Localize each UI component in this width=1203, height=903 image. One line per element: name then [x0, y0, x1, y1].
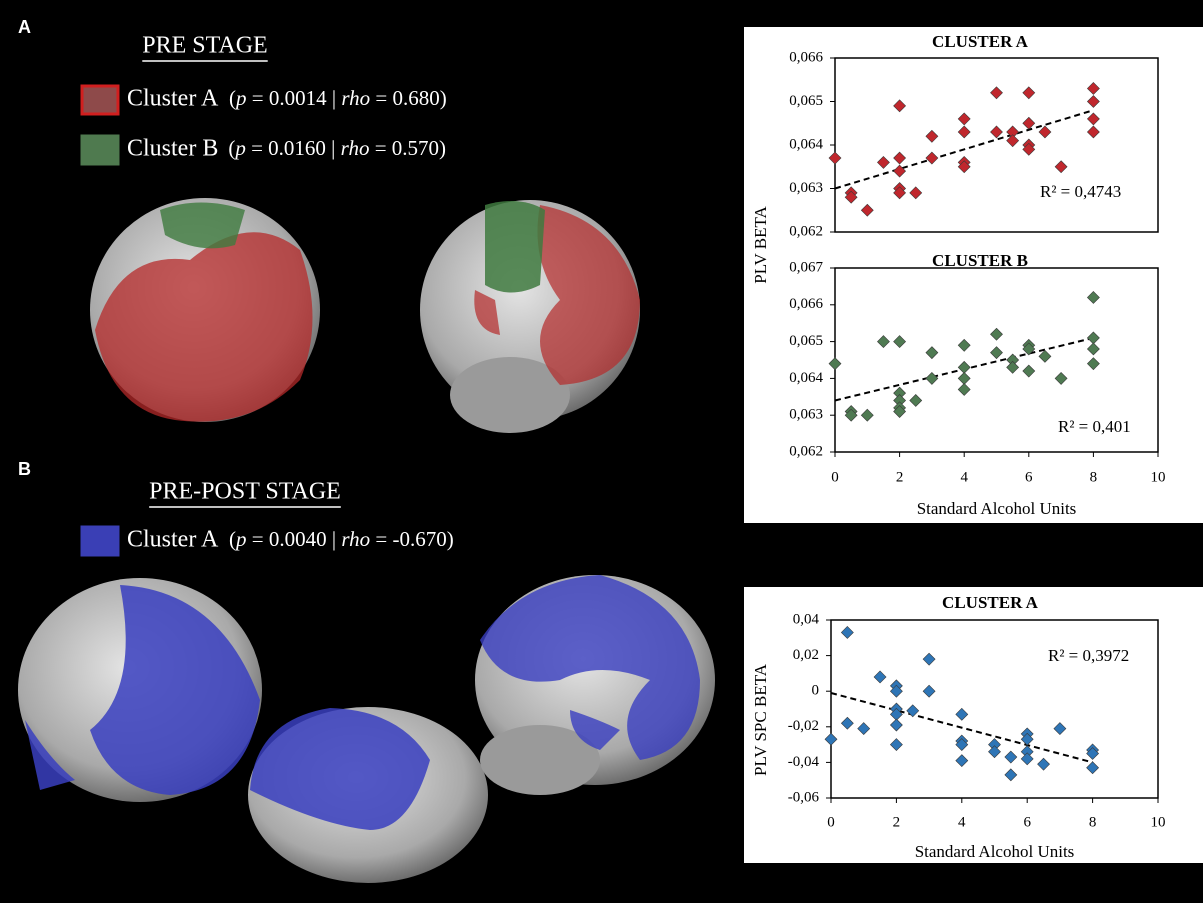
- y-tick-label: -0,06: [788, 789, 820, 805]
- y-tick-label: 0,064: [789, 136, 823, 152]
- chart-title: CLUSTER A: [942, 593, 1039, 612]
- legend-stat-part: rho: [341, 136, 370, 160]
- y-axis-label: PLV SPC BETA: [751, 663, 770, 776]
- legend-stat-part: = 0.0160 |: [246, 136, 341, 160]
- y-tick-label: 0: [812, 683, 820, 699]
- panel-label: A: [18, 17, 31, 37]
- legend-stat-part: (: [228, 136, 235, 160]
- legend-stats: (p = 0.0160 | rho = 0.570): [228, 136, 446, 160]
- brain-image: [248, 707, 488, 883]
- legend-stat-part: rho: [341, 86, 370, 110]
- legend-stat-part: p: [233, 136, 246, 160]
- y-tick-label: 0,066: [789, 49, 823, 65]
- panel-title: PRE-POST STAGE: [149, 479, 341, 505]
- x-tick-label: 6: [1025, 469, 1033, 485]
- x-tick-label: 2: [896, 469, 904, 485]
- x-tick-label: 8: [1090, 469, 1098, 485]
- legend-stat-part: = 0.680): [370, 86, 447, 110]
- y-tick-label: -0,02: [788, 718, 819, 734]
- legend-swatch: [82, 86, 118, 114]
- annotation: R² = 0,3972: [1048, 646, 1129, 665]
- legend-name: Cluster B: [127, 136, 218, 162]
- figure: APRE STAGECluster A(p = 0.0014 | rho = 0…: [0, 0, 1203, 903]
- y-tick-label: 0,062: [789, 443, 823, 459]
- annotation: R² = 0,4743: [1040, 182, 1121, 201]
- y-tick-label: 0,063: [789, 180, 823, 196]
- legend-stat-part: p: [234, 86, 247, 110]
- x-tick-label: 4: [960, 469, 968, 485]
- x-tick-label: 10: [1151, 469, 1166, 485]
- legend-name: Cluster A: [127, 527, 219, 553]
- legend-stat-part: = 0.570): [369, 136, 446, 160]
- y-tick-label: 0,067: [789, 259, 823, 275]
- x-tick-label: 0: [831, 469, 839, 485]
- page: APRE STAGECluster A(p = 0.0014 | rho = 0…: [0, 0, 1203, 903]
- x-tick-label: 6: [1023, 814, 1031, 830]
- y-tick-label: 0,064: [789, 370, 823, 386]
- y-tick-label: 0,04: [793, 611, 820, 627]
- legend-stat-part: p: [234, 527, 247, 551]
- legend-stat-part: (: [229, 86, 236, 110]
- annotation: R² = 0,401: [1058, 417, 1131, 436]
- brain-image: [18, 578, 262, 802]
- legend-swatch: [82, 136, 118, 164]
- x-tick-label: 0: [827, 814, 835, 830]
- y-tick-label: 0,065: [789, 93, 823, 109]
- legend-stat-part: = 0.0040 |: [247, 527, 342, 551]
- legend-stat-part: (: [229, 527, 236, 551]
- panel-title: PRE STAGE: [142, 33, 267, 59]
- legend-stat-part: = -0.670): [370, 527, 454, 551]
- legend-stat-part: rho: [341, 527, 370, 551]
- x-axis-label: Standard Alcohol Units: [917, 499, 1077, 518]
- brain-image: [90, 198, 320, 422]
- y-axis-label: PLV BETA: [751, 206, 770, 284]
- y-tick-label: 0,066: [789, 296, 823, 312]
- legend-stat-part: = 0.0014 |: [247, 86, 342, 110]
- panel-label: B: [18, 459, 31, 479]
- y-tick-label: -0,04: [788, 754, 820, 770]
- y-tick-label: 0,065: [789, 333, 823, 349]
- x-tick-label: 2: [893, 814, 901, 830]
- legend-name: Cluster A: [127, 86, 219, 112]
- x-tick-label: 4: [958, 814, 966, 830]
- legend-stats: (p = 0.0040 | rho = -0.670): [229, 527, 454, 551]
- x-tick-label: 8: [1089, 814, 1097, 830]
- chart-title: CLUSTER A: [932, 32, 1029, 51]
- y-tick-label: 0,02: [793, 647, 819, 663]
- chart-title: CLUSTER B: [932, 251, 1028, 270]
- legend-swatch: [82, 527, 118, 555]
- y-tick-label: 0,063: [789, 407, 823, 423]
- x-axis-label: Standard Alcohol Units: [915, 842, 1075, 861]
- y-tick-label: 0,062: [789, 223, 823, 239]
- x-tick-label: 10: [1151, 814, 1166, 830]
- legend-stats: (p = 0.0014 | rho = 0.680): [229, 86, 447, 110]
